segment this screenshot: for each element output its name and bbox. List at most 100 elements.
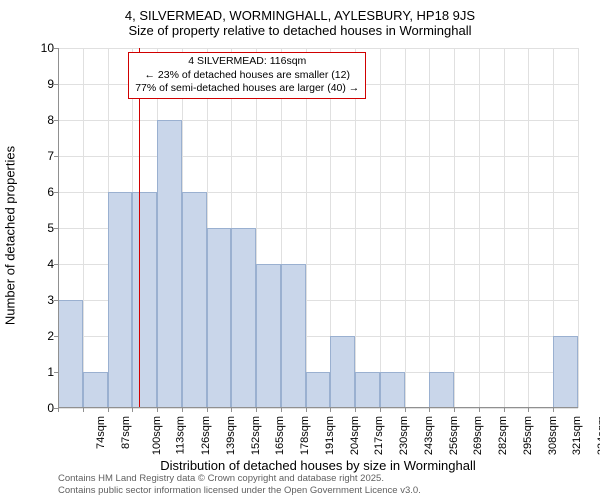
y-tick-mark — [54, 48, 58, 49]
y-tick-label: 8 — [38, 113, 54, 127]
histogram-bar — [380, 372, 405, 408]
x-tick-mark — [281, 408, 282, 412]
histogram-chart: 4, SILVERMEAD, WORMINGHALL, AYLESBURY, H… — [0, 0, 600, 500]
x-tick-mark — [256, 408, 257, 412]
y-tick-label: 9 — [38, 77, 54, 91]
x-tick-mark — [330, 408, 331, 412]
y-tick-label: 3 — [38, 293, 54, 307]
gridline-v — [528, 48, 529, 408]
gridline-v — [429, 48, 430, 408]
gridline-h — [58, 120, 578, 121]
x-tick-mark — [380, 408, 381, 412]
x-tick-mark — [231, 408, 232, 412]
gridline-v — [83, 48, 84, 408]
annotation-line: 4 SILVERMEAD: 116sqm — [135, 55, 359, 69]
x-tick-mark — [429, 408, 430, 412]
gridline-v — [504, 48, 505, 408]
x-tick-mark — [504, 408, 505, 412]
y-tick-label: 0 — [38, 401, 54, 415]
y-tick-label: 10 — [38, 41, 54, 55]
histogram-bar — [108, 192, 133, 408]
x-tick-mark — [454, 408, 455, 412]
x-tick-mark — [132, 408, 133, 412]
x-tick-label: 139sqm — [225, 416, 237, 455]
y-tick-mark — [54, 372, 58, 373]
y-tick-label: 7 — [38, 149, 54, 163]
x-tick-label: 321sqm — [572, 416, 584, 455]
y-tick-mark — [54, 192, 58, 193]
x-tick-mark — [58, 408, 59, 412]
x-tick-label: 100sqm — [151, 416, 163, 455]
x-tick-mark — [306, 408, 307, 412]
histogram-bar — [157, 120, 182, 408]
x-tick-label: 152sqm — [250, 416, 262, 455]
x-tick-mark — [83, 408, 84, 412]
annotation-line: 77% of semi-detached houses are larger (… — [135, 82, 359, 96]
histogram-bar — [182, 192, 207, 408]
gridline-v — [405, 48, 406, 408]
chart-title-sub: Size of property relative to detached ho… — [0, 23, 600, 43]
histogram-bar — [553, 336, 578, 408]
x-tick-label: 74sqm — [95, 416, 107, 449]
histogram-bar — [207, 228, 232, 408]
y-tick-mark — [54, 300, 58, 301]
x-tick-mark — [207, 408, 208, 412]
x-tick-mark — [528, 408, 529, 412]
x-tick-label: 191sqm — [324, 416, 336, 455]
y-tick-mark — [54, 84, 58, 85]
x-tick-label: 87sqm — [120, 416, 132, 449]
gridline-v — [454, 48, 455, 408]
x-tick-label: 230sqm — [398, 416, 410, 455]
histogram-bar — [355, 372, 380, 408]
y-tick-mark — [54, 156, 58, 157]
x-tick-label: 282sqm — [497, 416, 509, 455]
gridline-v — [355, 48, 356, 408]
gridline-h — [58, 48, 578, 49]
gridline-v — [479, 48, 480, 408]
x-axis-line — [58, 407, 578, 408]
x-tick-label: 295sqm — [522, 416, 534, 455]
x-tick-label: 217sqm — [374, 416, 386, 455]
y-tick-label: 4 — [38, 257, 54, 271]
x-tick-label: 113sqm — [175, 416, 187, 454]
histogram-bar — [58, 300, 83, 408]
y-tick-mark — [54, 264, 58, 265]
x-tick-mark — [479, 408, 480, 412]
gridline-h — [58, 408, 578, 409]
histogram-bar — [429, 372, 454, 408]
x-tick-mark — [405, 408, 406, 412]
chart-title-main: 4, SILVERMEAD, WORMINGHALL, AYLESBURY, H… — [0, 0, 600, 23]
annotation-box: 4 SILVERMEAD: 116sqm← 23% of detached ho… — [128, 52, 366, 99]
y-tick-label: 1 — [38, 365, 54, 379]
histogram-bar — [132, 192, 157, 408]
y-tick-mark — [54, 120, 58, 121]
x-axis-title: Distribution of detached houses by size … — [58, 458, 578, 473]
x-tick-label: 269sqm — [473, 416, 485, 455]
x-tick-mark — [553, 408, 554, 412]
x-tick-label: 178sqm — [299, 416, 311, 455]
histogram-bar — [281, 264, 306, 408]
x-tick-mark — [108, 408, 109, 412]
x-tick-label: 243sqm — [423, 416, 435, 455]
x-tick-mark — [157, 408, 158, 412]
gridline-v — [578, 48, 579, 408]
x-tick-label: 308sqm — [547, 416, 559, 455]
gridline-h — [58, 156, 578, 157]
y-tick-label: 2 — [38, 329, 54, 343]
x-tick-label: 204sqm — [349, 416, 361, 455]
histogram-bar — [330, 336, 355, 408]
reference-line — [139, 48, 140, 408]
y-tick-mark — [54, 228, 58, 229]
x-tick-label: 165sqm — [274, 416, 286, 455]
histogram-bar — [83, 372, 108, 408]
y-tick-mark — [54, 336, 58, 337]
footer-attribution: Contains HM Land Registry data © Crown c… — [58, 473, 421, 496]
gridline-v — [380, 48, 381, 408]
histogram-bar — [256, 264, 281, 408]
histogram-bar — [231, 228, 256, 408]
y-tick-label: 6 — [38, 185, 54, 199]
x-tick-label: 256sqm — [448, 416, 460, 455]
plot-area: 4 SILVERMEAD: 116sqm← 23% of detached ho… — [58, 48, 578, 408]
annotation-line: ← 23% of detached houses are smaller (12… — [135, 69, 359, 83]
x-tick-label: 126sqm — [200, 416, 212, 455]
